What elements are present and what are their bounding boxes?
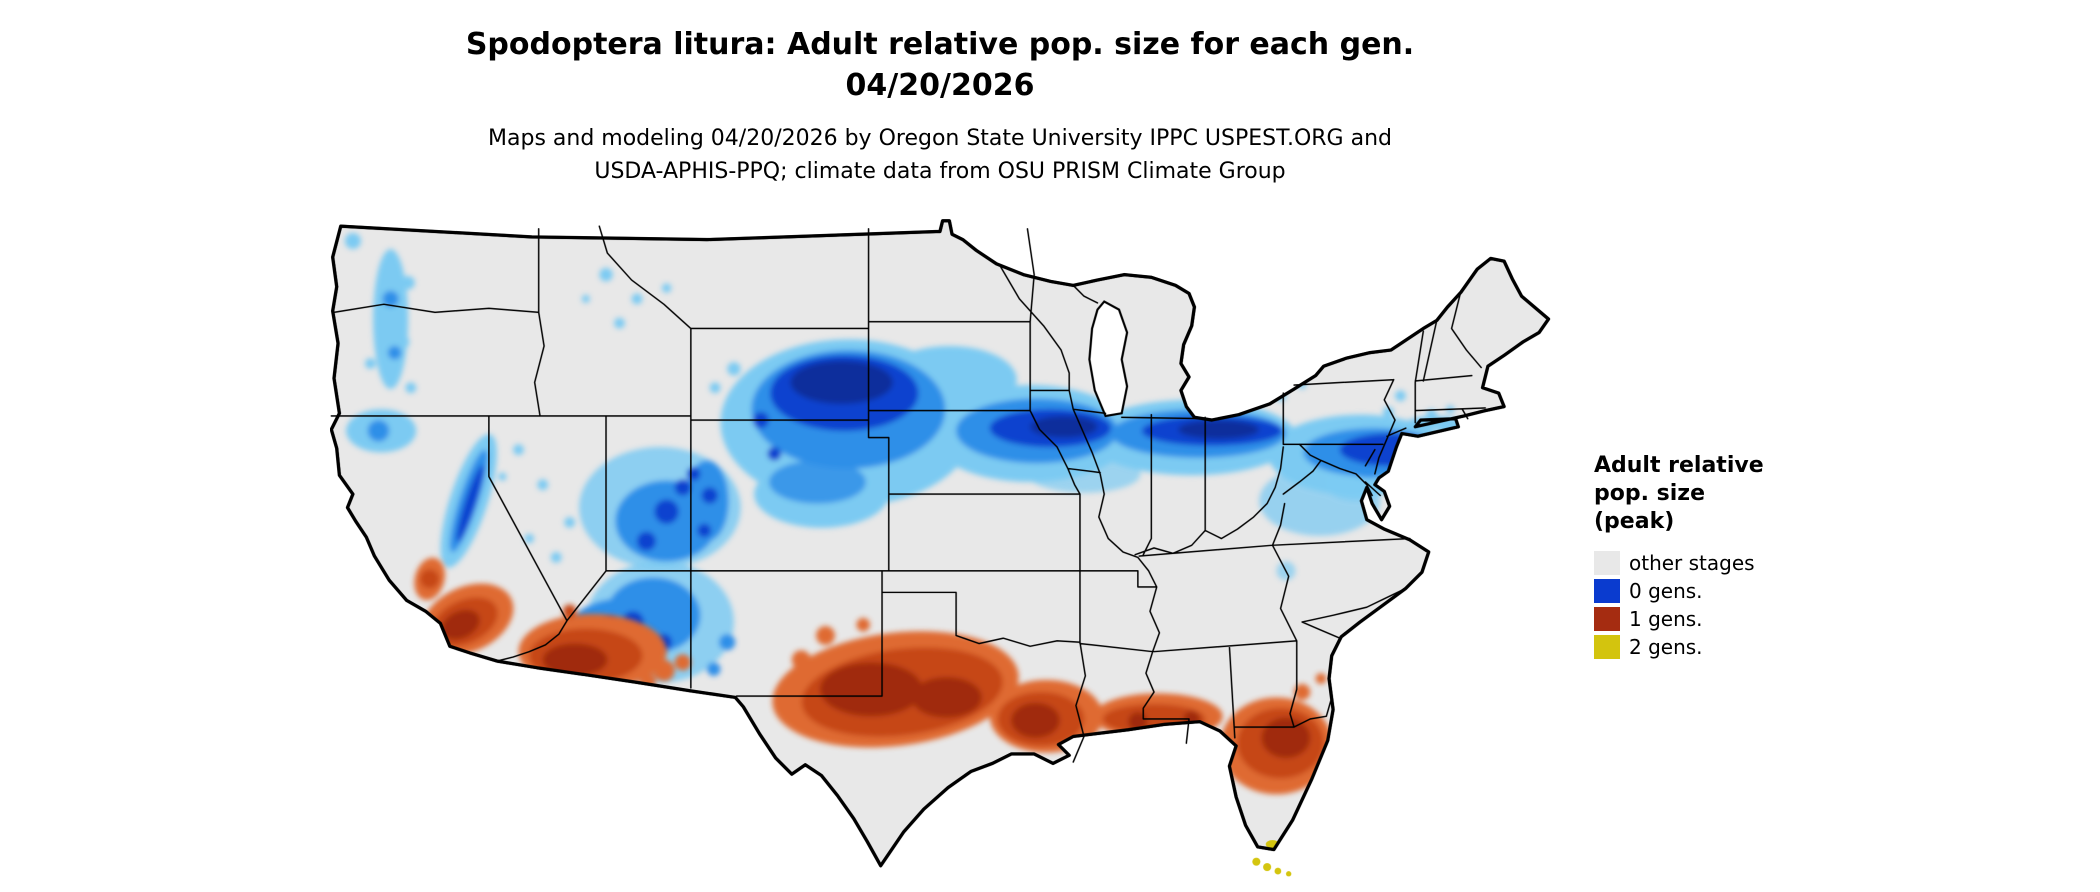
legend-label-0-gens: 0 gens. (1629, 579, 1703, 604)
page-title: Spodoptera litura: Adult relative pop. s… (0, 24, 1880, 107)
legend-label-2-gens: 2 gens. (1629, 635, 1703, 660)
gen0-blue-regions (344, 232, 1497, 683)
legend-title-line2: pop. size (1594, 480, 1705, 506)
subtitle-line2: USDA-APHIS-PPQ; climate data from OSU PR… (594, 159, 1286, 184)
legend-item-0-gens: 0 gens. (1594, 578, 1834, 605)
page-subtitle: Maps and modeling 04/20/2026 by Oregon S… (0, 122, 1880, 188)
legend-item-other-stages: other stages (1594, 550, 1834, 577)
legend-label-other-stages: other stages (1629, 551, 1755, 576)
gen2-yellow-keys (1252, 857, 1292, 877)
title-line2: 04/20/2026 (845, 68, 1035, 104)
title-line1: Spodoptera litura: Adult relative pop. s… (465, 27, 1415, 62)
state-borders (330, 225, 1486, 763)
legend-item-2-gens: 2 gens. (1594, 634, 1834, 661)
legend: Adult relative pop. size (peak) other st… (1594, 452, 1834, 661)
legend-title-line1: Adult relative (1594, 453, 1764, 478)
subtitle-line1: Maps and modeling 04/20/2026 by Oregon S… (488, 126, 1392, 151)
legend-title: Adult relative pop. size (peak) (1594, 452, 1834, 536)
legend-items: other stages 0 gens. 1 gens. 2 gens. (1594, 550, 1834, 661)
legend-item-1-gens: 1 gens. (1594, 606, 1834, 633)
lake-michigan (1088, 300, 1129, 418)
conus-outline (330, 219, 1551, 868)
legend-swatch-1-gens (1594, 607, 1620, 632)
conus-landmass (330, 219, 1551, 868)
legend-swatch-2-gens (1594, 635, 1620, 660)
legend-swatch-other-stages (1594, 551, 1620, 576)
legend-swatch-0-gens (1594, 579, 1620, 604)
us-choropleth-map (330, 219, 1551, 877)
legend-title-line3: (peak) (1594, 508, 1675, 534)
legend-label-1-gens: 1 gens. (1629, 607, 1703, 632)
